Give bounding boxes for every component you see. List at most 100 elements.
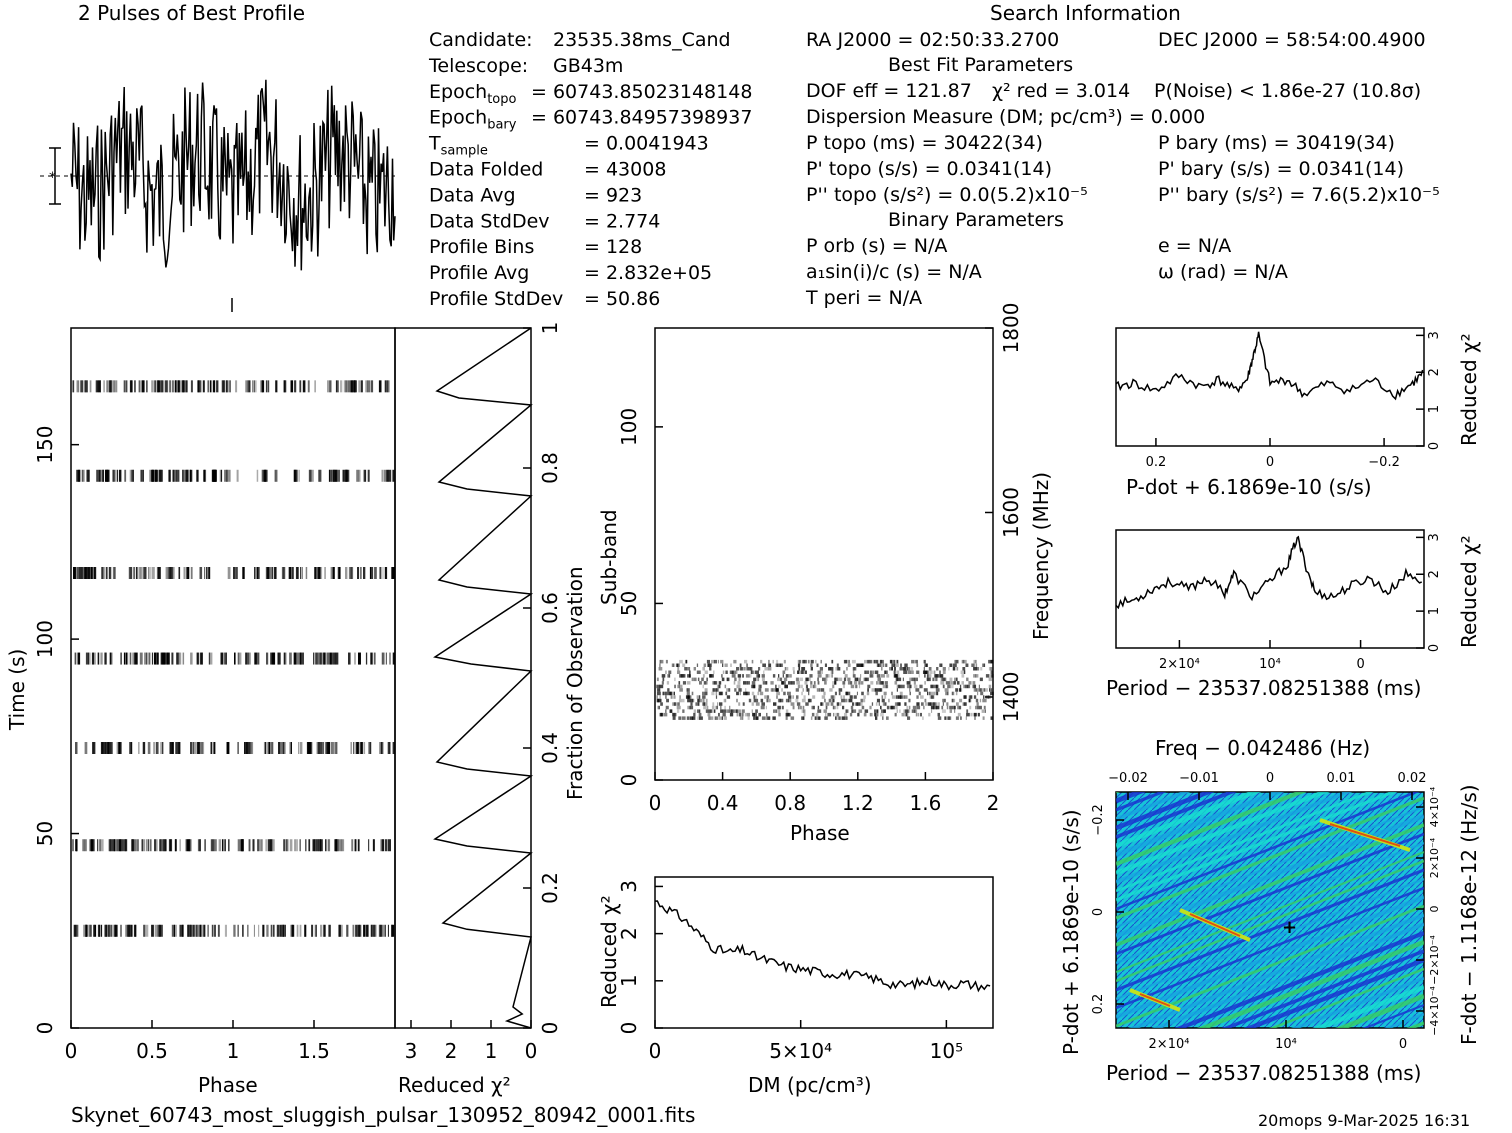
time-band-mark	[156, 567, 159, 579]
subband-mark	[874, 712, 876, 717]
subband-mark	[904, 709, 909, 713]
subband-mark	[712, 681, 716, 685]
subband-mark	[790, 716, 795, 720]
subband-mark	[702, 684, 704, 689]
tick-label: 1800	[999, 303, 1023, 354]
subband-mark	[782, 670, 786, 674]
time-band-mark	[125, 924, 127, 937]
time-band-mark	[313, 652, 315, 665]
tick-label: −0.02	[1108, 771, 1148, 786]
subband-mark	[815, 712, 819, 717]
subband-mark	[819, 667, 823, 671]
subband-mark	[850, 684, 855, 689]
time-band-mark	[333, 652, 337, 665]
subband-mark	[801, 709, 805, 713]
time-band-mark	[207, 380, 209, 393]
subband-mark	[785, 667, 789, 671]
subband-mark	[880, 705, 882, 710]
time-band-mark	[97, 924, 101, 937]
subband-mark	[870, 674, 873, 678]
subband-mark	[866, 659, 870, 664]
subband-mark	[736, 698, 738, 703]
time-band-mark	[331, 742, 333, 754]
subband-mark	[897, 677, 902, 682]
time-band-mark	[185, 380, 188, 393]
stripe	[1116, 805, 1424, 929]
subband-mark	[833, 705, 835, 710]
subband-mark	[715, 695, 718, 699]
subband-mark	[975, 705, 979, 710]
time-band-mark	[190, 924, 192, 937]
subband-mark	[668, 674, 670, 678]
subband-mark	[734, 677, 737, 682]
time-band-mark	[248, 839, 251, 852]
stripe	[1116, 877, 1424, 1001]
subband-mark	[864, 709, 869, 713]
subband-mark	[955, 667, 958, 671]
subband-mark	[810, 663, 813, 667]
tick-label: 2	[445, 1039, 458, 1063]
subband-mark	[718, 691, 723, 696]
time-band-mark	[187, 469, 189, 482]
subband-mark	[824, 663, 827, 667]
subband-mark	[744, 667, 748, 671]
subband-mark	[752, 698, 756, 703]
subband-mark	[942, 684, 945, 689]
time-band-mark	[151, 924, 154, 937]
subband-mark	[808, 691, 810, 696]
subband-mark	[706, 659, 710, 664]
subband-mark	[913, 684, 918, 689]
subband-mark	[978, 705, 981, 710]
subband-mark	[767, 698, 771, 703]
subband-mark	[956, 702, 959, 706]
dm-text: Dispersion Measure (DM; pc/cm³) = 0.000	[806, 106, 1205, 128]
subband-mark	[857, 712, 860, 717]
time-band-mark	[97, 652, 100, 665]
subband-mark	[768, 659, 770, 664]
subband-mark	[955, 716, 959, 720]
time-band-mark	[336, 380, 339, 393]
subband-mark	[770, 681, 774, 685]
time-band-mark	[353, 380, 356, 393]
subband-mark	[981, 688, 985, 692]
tick-label: 0	[1428, 906, 1441, 913]
tick-label: 1	[485, 1039, 498, 1063]
time-band-mark	[379, 742, 382, 754]
tick-label: 2	[1427, 570, 1442, 578]
subband-mark	[674, 684, 676, 689]
time-band-mark	[196, 469, 199, 482]
subband-mark	[753, 695, 757, 699]
time-band-mark	[200, 652, 203, 665]
time-band-mark	[272, 924, 275, 937]
subband-mark	[909, 705, 911, 710]
time-band-mark	[233, 567, 235, 579]
tick-label: 2×10⁻⁴	[1428, 837, 1441, 878]
subband-mark	[847, 681, 851, 685]
time-band-mark	[291, 924, 295, 937]
subband-mark	[799, 659, 801, 664]
subband-mark	[896, 674, 900, 678]
stripe	[1116, 792, 1191, 821]
time-band-mark	[136, 839, 139, 852]
subband-mark	[954, 709, 956, 713]
subband-mark	[730, 663, 732, 667]
subband-mark	[696, 670, 698, 674]
time-band-mark	[169, 380, 171, 393]
tick-label: 0	[65, 1039, 78, 1063]
subband-mark	[742, 712, 744, 717]
time-band-mark	[282, 567, 285, 579]
subband-mark	[976, 702, 979, 706]
time-band-mark	[364, 469, 367, 482]
subband-mark	[884, 702, 887, 706]
time-band-mark	[89, 380, 92, 393]
subband-mark	[816, 688, 820, 692]
time-band-mark	[150, 839, 152, 852]
subband-mark	[915, 670, 920, 674]
subband-mark	[773, 709, 777, 713]
subband-mark	[857, 677, 861, 682]
time-band-mark	[370, 380, 374, 393]
subband-mark	[779, 663, 783, 667]
subband-mark	[926, 674, 929, 678]
